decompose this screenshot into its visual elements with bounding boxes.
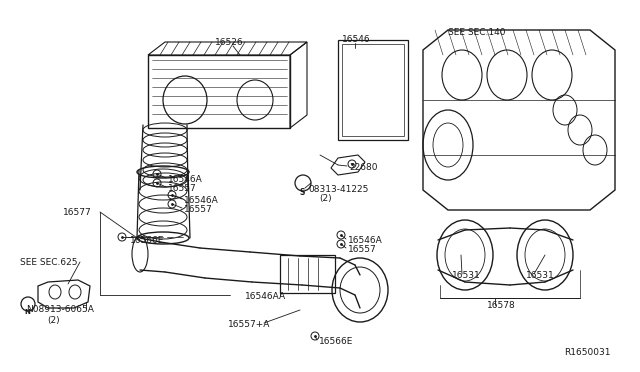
Text: N: N — [24, 309, 30, 315]
Text: 16526: 16526 — [215, 38, 244, 47]
Bar — [342, 44, 404, 136]
Text: 16531: 16531 — [526, 271, 555, 280]
Text: 08313-41225: 08313-41225 — [308, 185, 369, 194]
Text: 16557+A: 16557+A — [228, 320, 270, 329]
Text: S: S — [299, 188, 305, 197]
Text: 16566E: 16566E — [130, 236, 164, 245]
Text: 16557: 16557 — [184, 205, 212, 214]
Text: SEE SEC.140: SEE SEC.140 — [448, 28, 506, 37]
Bar — [338, 40, 408, 140]
Text: (2): (2) — [47, 316, 60, 325]
Text: (2): (2) — [319, 194, 332, 203]
Text: 16546AA: 16546AA — [245, 292, 286, 301]
Text: 16578: 16578 — [487, 301, 516, 310]
Text: 22680: 22680 — [349, 163, 378, 172]
Text: 16557: 16557 — [168, 184, 196, 193]
Text: N08913-6065A: N08913-6065A — [26, 305, 94, 314]
Text: SEE SEC.625: SEE SEC.625 — [20, 258, 77, 267]
Text: 16546: 16546 — [342, 35, 371, 44]
Text: 16546A: 16546A — [348, 236, 383, 245]
Text: 16546A: 16546A — [184, 196, 219, 205]
Text: R1650031: R1650031 — [564, 348, 611, 357]
Bar — [280, 255, 335, 293]
Text: 16577: 16577 — [63, 208, 92, 217]
Text: 16566E: 16566E — [319, 337, 353, 346]
Text: 16531: 16531 — [452, 271, 481, 280]
Text: 16546A: 16546A — [168, 175, 203, 184]
Text: 16557: 16557 — [348, 245, 377, 254]
